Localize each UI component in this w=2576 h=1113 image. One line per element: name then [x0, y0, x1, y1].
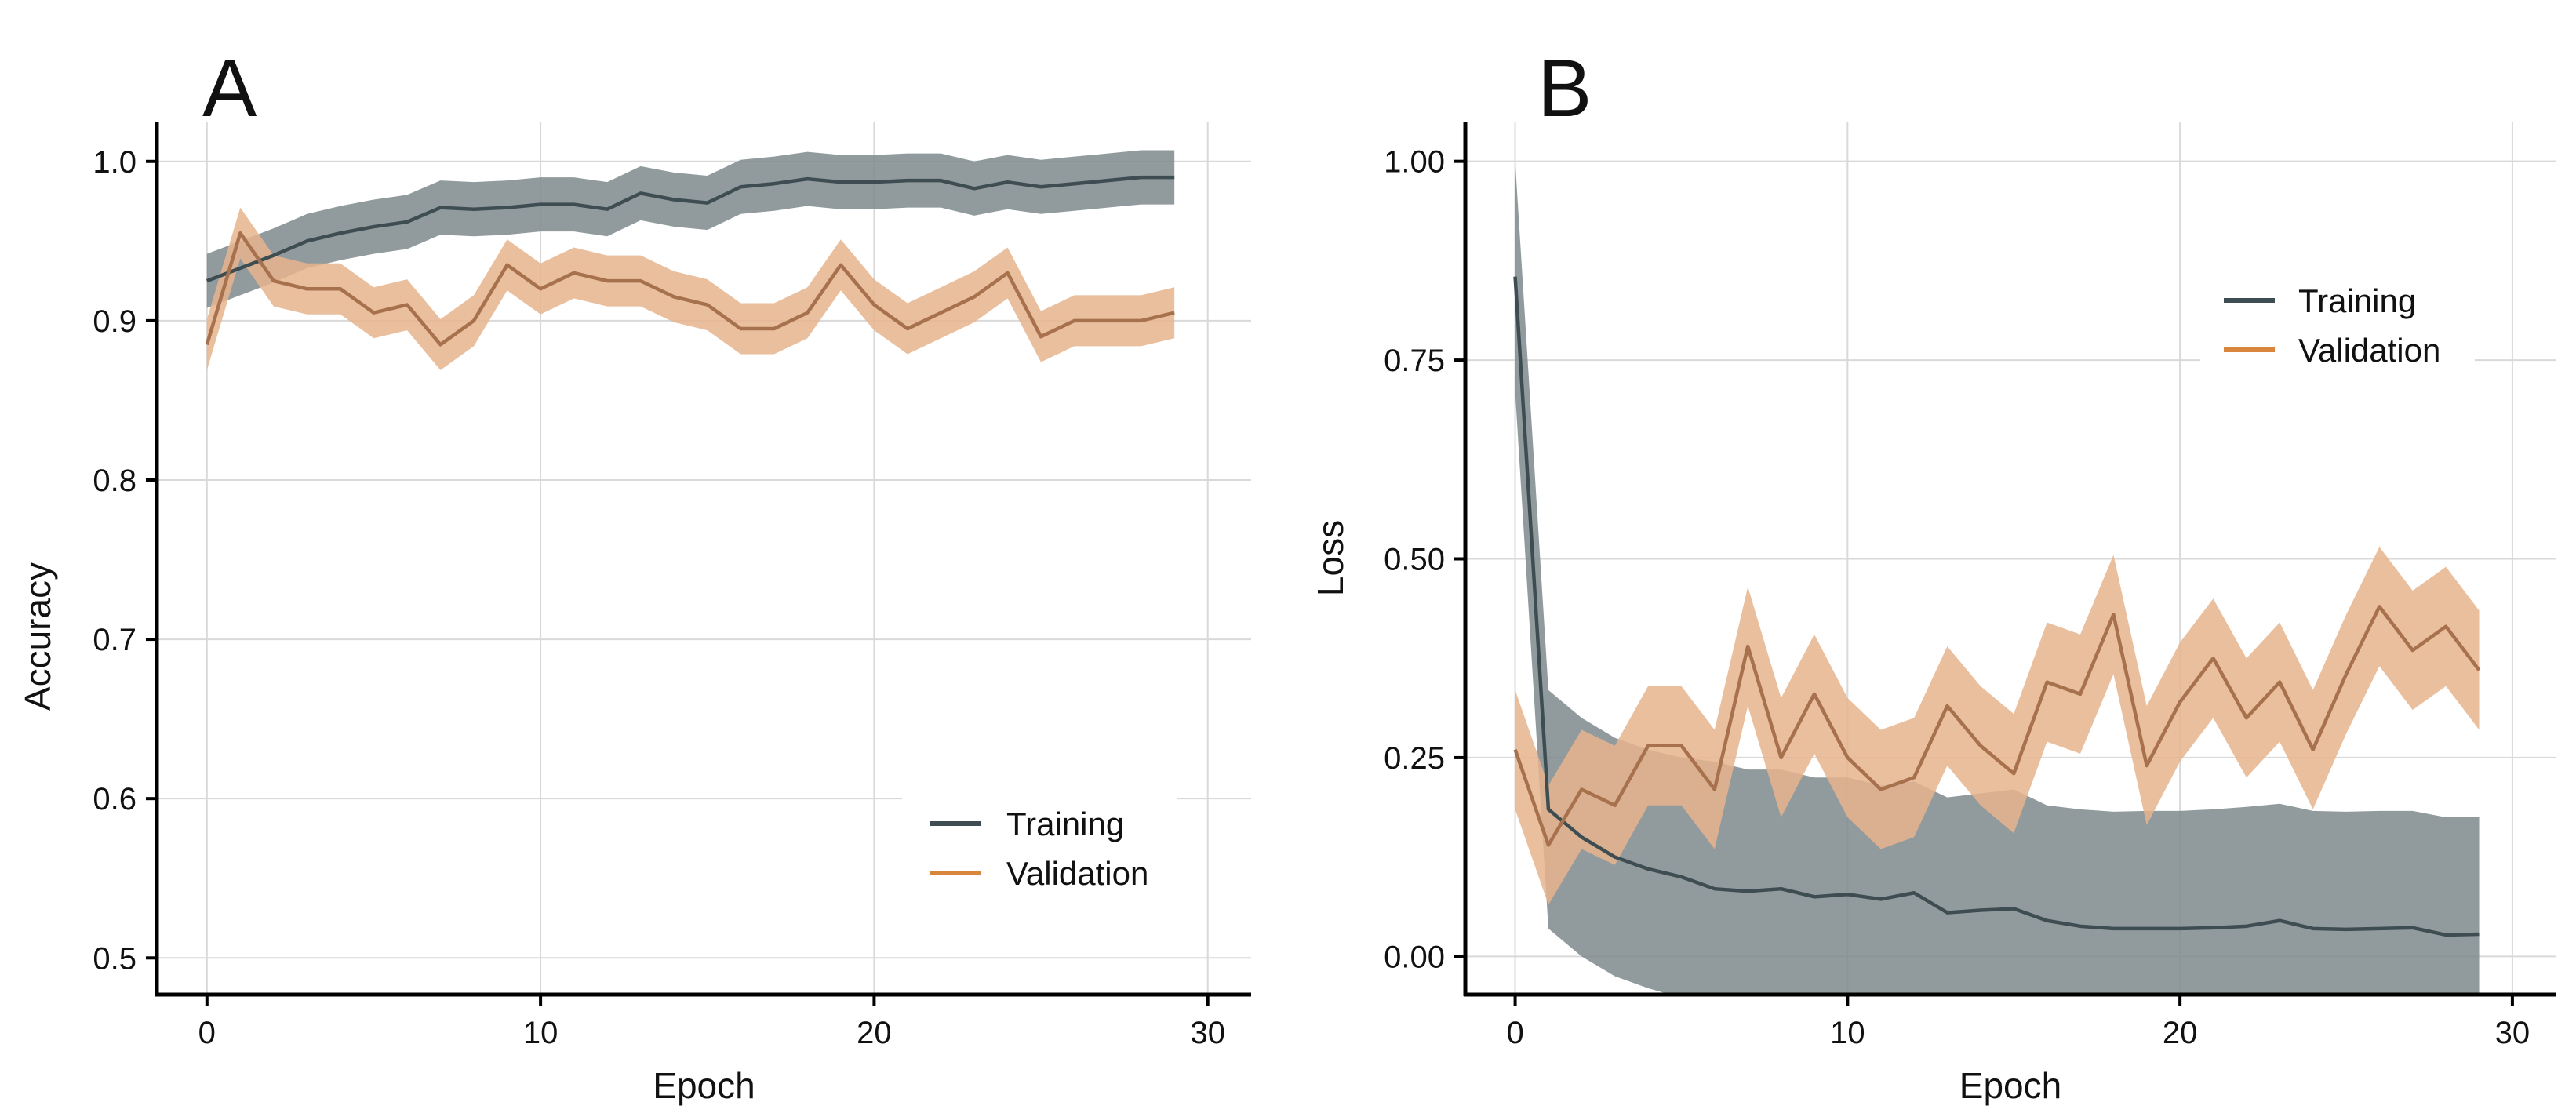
y-tick-label: 0.25: [1384, 741, 1445, 776]
y-tick-label: 0.00: [1384, 940, 1445, 974]
validation-confidence-band: [1515, 547, 2480, 905]
plot-area: [1513, 161, 2481, 995]
training-confidence-band: [206, 150, 1175, 308]
y-tick-label: 0.6: [93, 782, 136, 817]
panel-letter: A: [202, 43, 257, 134]
legend: Training Validation: [902, 792, 1177, 894]
y-tick-label: 1.00: [1384, 145, 1445, 180]
legend-validation-label: Validation: [2298, 332, 2440, 369]
validation-line: [1513, 605, 2481, 847]
x-axis-label: Epoch: [1959, 1065, 2061, 1106]
y-axis-label: Accuracy: [17, 562, 58, 711]
x-tick-label: 30: [1190, 1016, 1225, 1050]
y-tick-label: 1.0: [93, 145, 136, 180]
validation-confidence-band: [206, 207, 1175, 370]
x-tick-label: 10: [523, 1016, 558, 1050]
y-tick-label: 0.8: [93, 464, 136, 498]
y-tick-label: 0.75: [1384, 344, 1445, 378]
legend-training-label: Training: [1006, 806, 1124, 842]
x-tick-label: 20: [857, 1016, 892, 1050]
legend-validation-label: Validation: [1006, 855, 1148, 892]
training-confidence-band: [1515, 161, 2480, 995]
x-tick-label: 10: [1830, 1016, 1865, 1050]
x-axis-label: Epoch: [653, 1065, 755, 1106]
panel-letter: B: [1537, 43, 1592, 134]
x-tick-label: 30: [2495, 1016, 2531, 1050]
legend-background: [902, 792, 1177, 894]
legend-background: [2200, 271, 2475, 373]
legend: Training Validation: [2200, 271, 2475, 373]
legend-training-label: Training: [2298, 282, 2416, 319]
x-tick-label: 20: [2163, 1016, 2198, 1050]
y-tick-label: 0.7: [93, 623, 136, 657]
panel-a: 0 10 20 30 0.5 0.6 0.7 0.8 0.9 1.0 Epoch Accuracy A T…: [17, 43, 1251, 1106]
plot-area: [205, 150, 1175, 370]
x-tick-label: 0: [198, 1016, 216, 1050]
y-tick-label: 0.9: [93, 304, 136, 339]
panel-b: 0 10 20 30 0.00 0.25 0.50 0.75 1.00 Epoch Loss B Tra…: [1310, 43, 2556, 1106]
y-tick-label: 0.50: [1384, 543, 1445, 577]
y-tick-label: 0.5: [93, 941, 136, 976]
validation-line: [205, 231, 1175, 347]
training-line: [1513, 276, 2480, 937]
training-line: [206, 175, 1175, 283]
x-tick-label: 0: [1506, 1016, 1523, 1050]
y-axis-label: Loss: [1310, 520, 1351, 596]
